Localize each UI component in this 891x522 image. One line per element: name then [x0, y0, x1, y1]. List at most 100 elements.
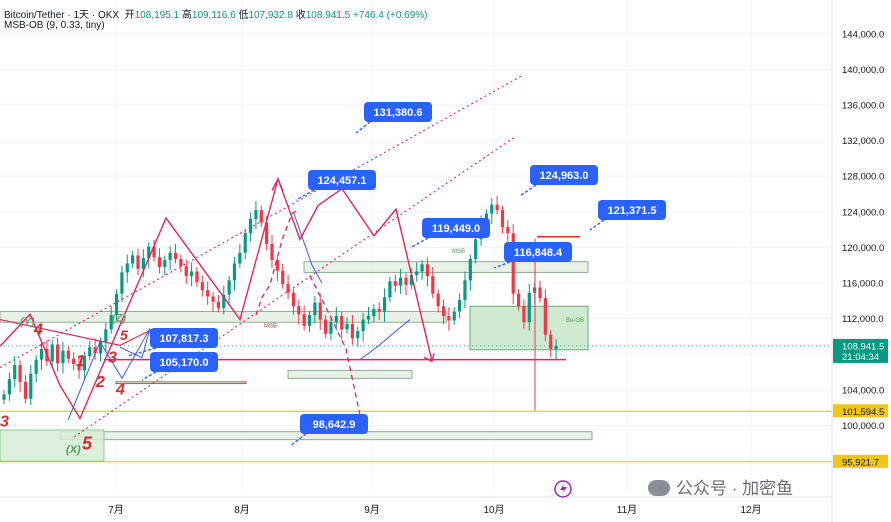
candle [109, 306, 113, 334]
candle-body [393, 281, 397, 286]
candle [222, 285, 226, 315]
candle-body [506, 226, 510, 234]
badge-bg [833, 454, 888, 468]
price-callout: 105,170.0 [141, 352, 218, 381]
candle-body [50, 344, 54, 362]
badge-text: 108,941.5 [842, 341, 884, 352]
candle-body [66, 350, 70, 359]
order-block [115, 381, 247, 385]
candle-body [2, 394, 6, 400]
candle [190, 262, 194, 287]
candle-body [82, 356, 86, 371]
candle-body [216, 301, 220, 308]
y-tick-label: 144,000.0 [842, 29, 884, 40]
candle-body [238, 252, 242, 264]
candle [516, 289, 521, 311]
callout-text: 131,380.6 [374, 107, 423, 119]
candle-body [136, 255, 140, 269]
candle-body [318, 302, 322, 320]
indicator-legend[interactable]: MSB-OB (9, 0.33, tiny) [4, 20, 105, 31]
x-tick-label: 10月 [483, 504, 504, 516]
y-tick-label: 112,000.0 [842, 314, 884, 325]
interval[interactable]: 1天 [73, 10, 90, 21]
candle-body [468, 259, 472, 281]
badge-subtext: 21:04:34 [842, 352, 879, 363]
candle [372, 304, 376, 323]
callout-pointer [589, 219, 605, 231]
wave-path-blue [293, 213, 323, 284]
wave-path [0, 318, 153, 347]
candle [463, 271, 467, 309]
symbol-name[interactable]: Bitcoin/Tether [4, 10, 65, 21]
candle [168, 246, 172, 271]
candle [291, 288, 296, 315]
y-tick-label: 104,000.0 [842, 385, 884, 396]
candle-body [190, 271, 194, 276]
candle [382, 288, 387, 322]
price-axis: 144,000.0 140,000.0 136,000.0 132,000.0 128,… [831, 0, 888, 522]
candle [500, 205, 505, 234]
candle [388, 276, 392, 302]
callout-box [308, 170, 376, 190]
candle [281, 263, 285, 289]
candle-body [409, 275, 413, 285]
candle [404, 273, 408, 296]
candle-body [431, 275, 435, 294]
candle-body [61, 350, 65, 364]
candle-body [147, 246, 151, 259]
candle-body [243, 233, 247, 253]
candle [61, 341, 65, 374]
candle [243, 228, 247, 260]
candle-body [495, 204, 499, 211]
candle [93, 338, 97, 360]
candle-body [356, 331, 360, 339]
candle-body [152, 246, 156, 258]
candle [458, 293, 462, 318]
badge-text: 101,594.5 [842, 407, 884, 418]
candle-body [425, 264, 430, 276]
y-tick-label: 128,000.0 [842, 172, 884, 183]
callout-pointer [355, 121, 371, 134]
price-callout: 116,848.4 [493, 242, 572, 269]
candle [206, 281, 210, 305]
candle [441, 299, 446, 325]
candle-body [248, 218, 253, 234]
candle-body [120, 272, 124, 294]
candle-body [179, 259, 183, 267]
price-callout: 124,963.0 [519, 165, 598, 197]
price-callout: 124,457.1 [295, 170, 376, 201]
order-block [303, 261, 589, 273]
candle-body [458, 299, 462, 312]
low-value: 107,932.8 [248, 10, 293, 21]
candle [216, 295, 220, 313]
watermark: 公众号 · 加密鱼 [648, 474, 793, 499]
candle-body [522, 306, 526, 323]
callout-box [150, 328, 218, 348]
candle [136, 248, 140, 276]
order-block [287, 369, 413, 379]
callout-box [150, 352, 218, 372]
icon-ring [554, 480, 572, 498]
callout-box [300, 414, 368, 434]
candle-body [34, 359, 38, 374]
price-badge: 108,941.521:04:34 [833, 338, 888, 363]
wave-arrow [271, 177, 284, 192]
wave-label: 2 [95, 374, 105, 391]
candle-body [72, 358, 76, 365]
wechat-icon [648, 480, 670, 496]
candle-body [538, 287, 542, 299]
candle [2, 389, 6, 405]
badge-bg [833, 338, 888, 363]
candle-body [23, 381, 28, 399]
callout-box [422, 218, 490, 238]
candle [88, 340, 92, 361]
time-axis: 7月 8月 9月 10月 11月 12月 [0, 496, 832, 516]
zone-label: MSB [452, 249, 465, 255]
candle [334, 307, 338, 331]
candle [275, 255, 279, 281]
exchange: OKX [97, 10, 120, 21]
candle [554, 339, 558, 360]
candle [77, 355, 81, 379]
